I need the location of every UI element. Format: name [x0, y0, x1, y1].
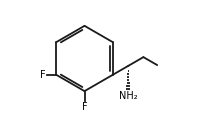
- Text: F: F: [82, 102, 87, 112]
- Text: NH₂: NH₂: [119, 91, 137, 101]
- Text: F: F: [40, 70, 46, 80]
